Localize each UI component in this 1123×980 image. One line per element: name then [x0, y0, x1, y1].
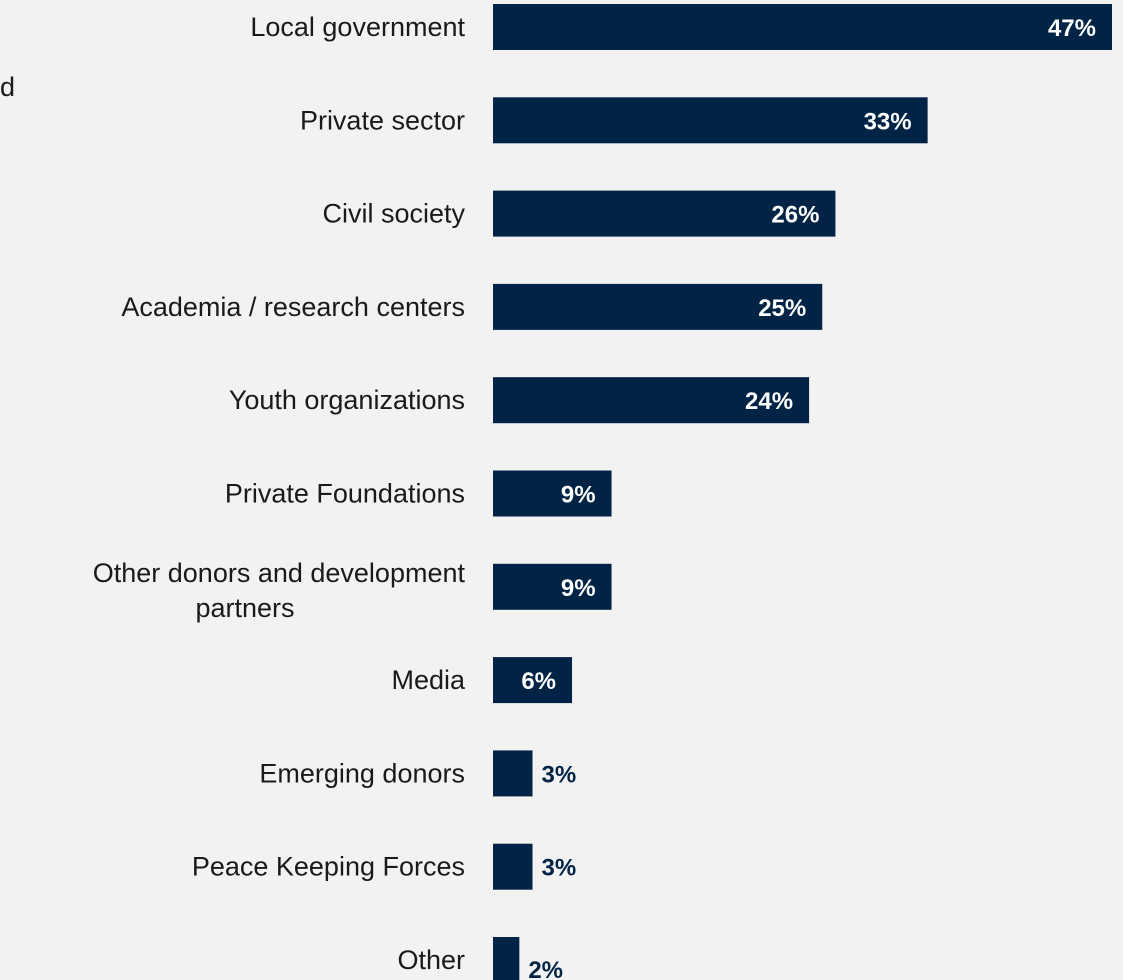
data-label: 2% [528, 957, 563, 980]
bar [493, 657, 573, 704]
bar [493, 750, 533, 797]
data-label: 47% [1048, 15, 1096, 42]
data-label: 24% [745, 388, 793, 415]
data-label: 25% [758, 295, 806, 322]
bar [493, 283, 823, 330]
bar [493, 4, 1112, 50]
bar [493, 377, 810, 424]
data-label: 9% [561, 575, 596, 602]
category-label: Emerging donors [259, 758, 465, 788]
bar [493, 470, 612, 517]
category-label: Academia / research centers [121, 292, 465, 322]
bar [493, 563, 612, 610]
clipped-text-fragment: d [0, 72, 16, 102]
category-label: Local government [250, 12, 465, 42]
data-label: 3% [542, 761, 577, 788]
category-label: Other donors and development partners [93, 558, 466, 623]
category-label: Private Foundations [225, 479, 465, 509]
category-label: Peace Keeping Forces [192, 852, 465, 882]
data-label: 6% [521, 668, 556, 695]
bar [493, 843, 533, 890]
bar [493, 937, 520, 980]
category-label: Youth organizations [229, 385, 465, 415]
data-label: 26% [771, 202, 819, 229]
category-label: Private sector [300, 105, 465, 135]
data-label: 3% [542, 855, 577, 882]
category-label: Civil society [322, 199, 465, 229]
category-label: Media [391, 665, 466, 695]
data-label: 9% [561, 482, 596, 509]
bar [493, 97, 928, 144]
bar [493, 190, 836, 237]
category-label: Other [397, 945, 465, 975]
data-label: 33% [864, 108, 912, 135]
